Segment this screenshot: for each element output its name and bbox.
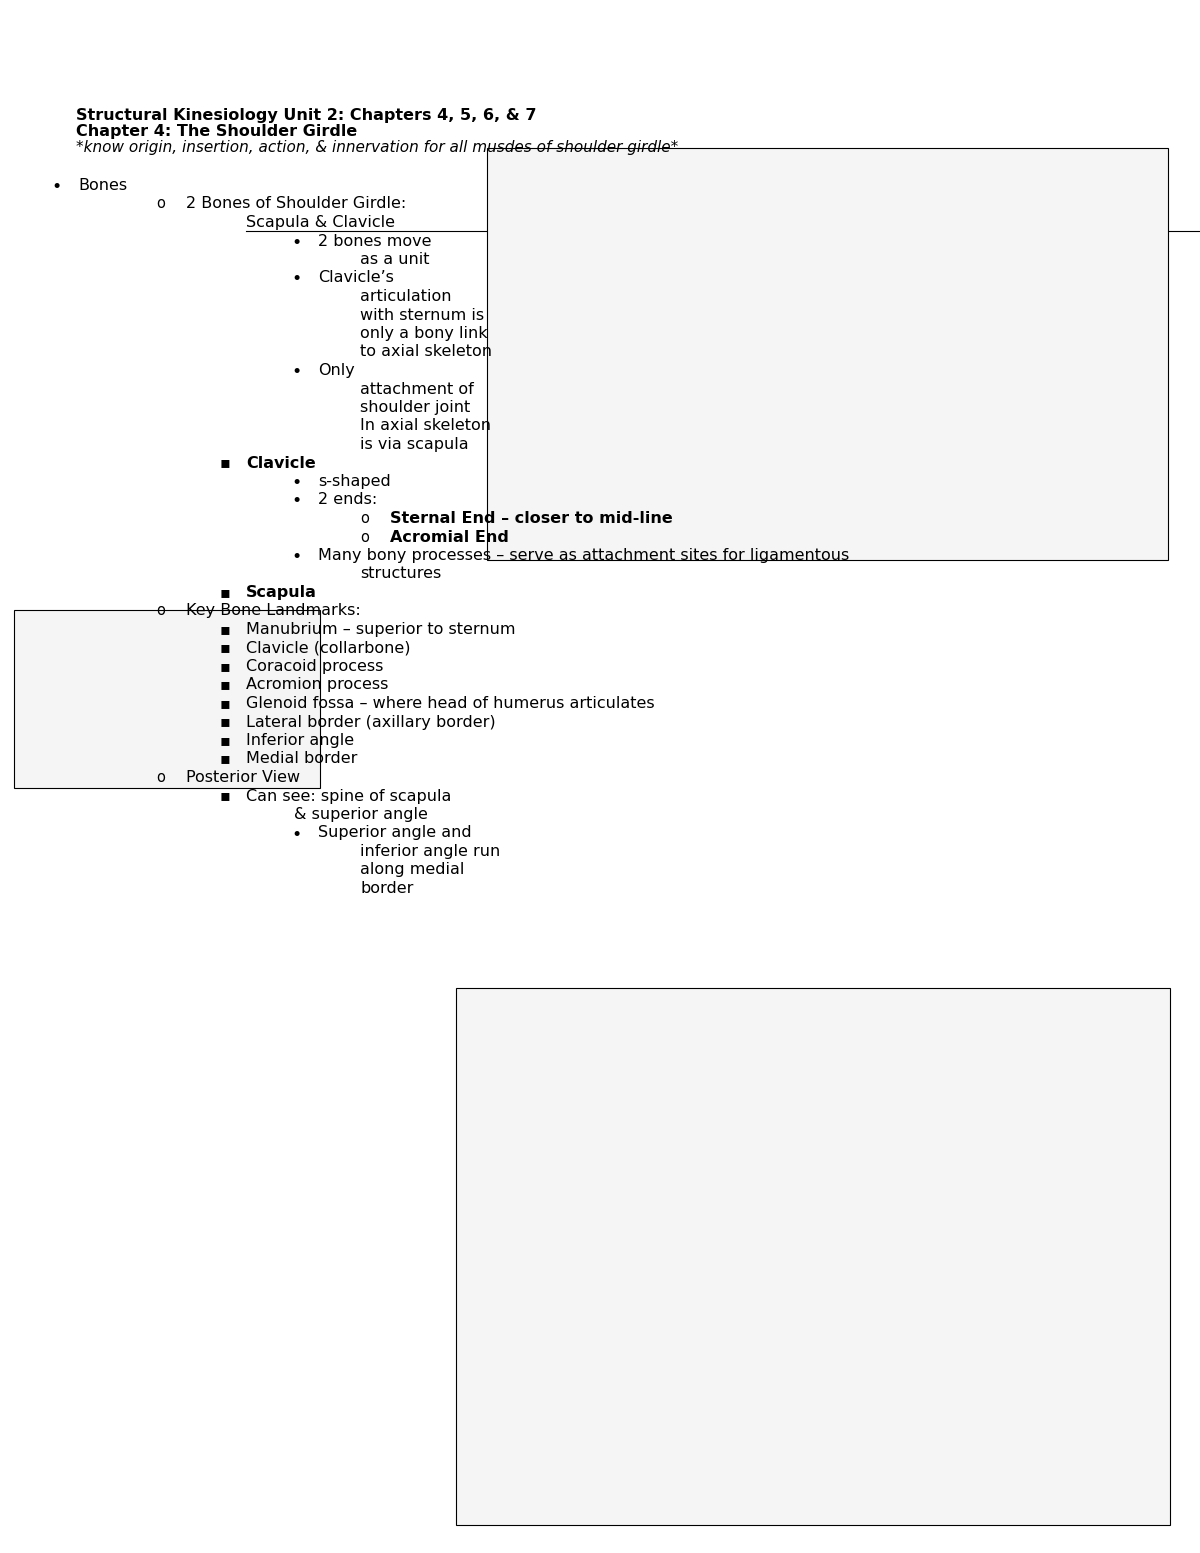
Text: o: o — [156, 604, 164, 618]
Text: Lateral border (axillary border): Lateral border (axillary border) — [246, 714, 496, 730]
Text: ▪: ▪ — [220, 789, 230, 803]
Text: 2 Bones of Shoulder Girdle:: 2 Bones of Shoulder Girdle: — [186, 197, 407, 211]
Text: & superior angle: & superior angle — [294, 808, 428, 822]
Text: Many bony processes – serve as attachment sites for ligamentous: Many bony processes – serve as attachmen… — [318, 548, 850, 564]
Text: 2 ends:: 2 ends: — [318, 492, 377, 508]
Text: articulation: articulation — [360, 289, 451, 304]
Text: •: • — [292, 826, 302, 843]
Text: as a unit: as a unit — [360, 252, 430, 267]
Text: along medial: along medial — [360, 862, 464, 877]
Text: Superior angle and: Superior angle and — [318, 826, 472, 840]
Text: Clavicle: Clavicle — [246, 455, 316, 471]
Text: In axial skeleton: In axial skeleton — [360, 418, 491, 433]
Text: Inferior angle: Inferior angle — [246, 733, 354, 749]
Text: Coracoid process: Coracoid process — [246, 658, 383, 674]
Text: •: • — [292, 474, 302, 492]
Text: o: o — [360, 530, 368, 545]
Text: ▪: ▪ — [220, 752, 230, 767]
Text: ▪: ▪ — [220, 677, 230, 693]
Text: 2 bones move: 2 bones move — [318, 233, 432, 248]
Text: •: • — [292, 233, 302, 252]
Text: ▪: ▪ — [220, 714, 230, 730]
Text: inferior angle run: inferior angle run — [360, 843, 500, 859]
Text: o: o — [156, 770, 164, 784]
Text: •: • — [292, 363, 302, 380]
Text: with sternum is: with sternum is — [360, 307, 484, 323]
Text: Scapula: Scapula — [246, 585, 317, 599]
Text: Acromion process: Acromion process — [246, 677, 389, 693]
Text: to axial skeleton: to axial skeleton — [360, 345, 492, 359]
Text: border: border — [360, 881, 413, 896]
Text: Only: Only — [318, 363, 355, 377]
Text: Glenoid fossa – where head of humerus articulates: Glenoid fossa – where head of humerus ar… — [246, 696, 655, 711]
Text: •: • — [292, 270, 302, 289]
Text: s-shaped: s-shaped — [318, 474, 391, 489]
Text: ▪: ▪ — [220, 696, 230, 711]
Text: ▪: ▪ — [220, 658, 230, 674]
Text: Bones: Bones — [78, 179, 127, 193]
Text: •: • — [52, 179, 62, 196]
Text: structures: structures — [360, 567, 442, 581]
Text: ▪: ▪ — [220, 455, 230, 471]
Text: Manubrium – superior to sternum: Manubrium – superior to sternum — [246, 623, 516, 637]
Text: Clavicle (collarbone): Clavicle (collarbone) — [246, 640, 410, 655]
Text: Structural Kinesiology Unit 2: Chapters 4, 5, 6, & 7: Structural Kinesiology Unit 2: Chapters … — [76, 109, 536, 123]
Text: Sternal End – closer to mid-line: Sternal End – closer to mid-line — [390, 511, 673, 526]
Text: shoulder joint: shoulder joint — [360, 401, 470, 415]
Text: o: o — [156, 197, 164, 211]
Text: Posterior View: Posterior View — [186, 770, 300, 784]
Bar — [14, 610, 320, 787]
Text: is via scapula: is via scapula — [360, 436, 469, 452]
Text: Chapter 4: The Shoulder Girdle: Chapter 4: The Shoulder Girdle — [76, 124, 356, 140]
Bar — [487, 148, 1168, 561]
Text: •: • — [292, 548, 302, 565]
Text: Clavicle’s: Clavicle’s — [318, 270, 394, 286]
Bar — [456, 988, 1170, 1525]
Text: ▪: ▪ — [220, 640, 230, 655]
Text: Medial border: Medial border — [246, 752, 358, 767]
Text: *know origin, insertion, action, & innervation for all musdes of shoulder girdle: *know origin, insertion, action, & inner… — [76, 140, 678, 155]
Text: only a bony link: only a bony link — [360, 326, 487, 342]
Text: attachment of: attachment of — [360, 382, 474, 396]
Text: ▪: ▪ — [220, 733, 230, 749]
Text: •: • — [292, 492, 302, 511]
Text: Can see: spine of scapula: Can see: spine of scapula — [246, 789, 451, 803]
Text: Scapula & Clavicle: Scapula & Clavicle — [246, 214, 395, 230]
Text: ▪: ▪ — [220, 623, 230, 637]
Text: ▪: ▪ — [220, 585, 230, 599]
Text: Acromial End: Acromial End — [390, 530, 509, 545]
Text: o: o — [360, 511, 368, 526]
Text: Key Bone Landmarks:: Key Bone Landmarks: — [186, 604, 361, 618]
